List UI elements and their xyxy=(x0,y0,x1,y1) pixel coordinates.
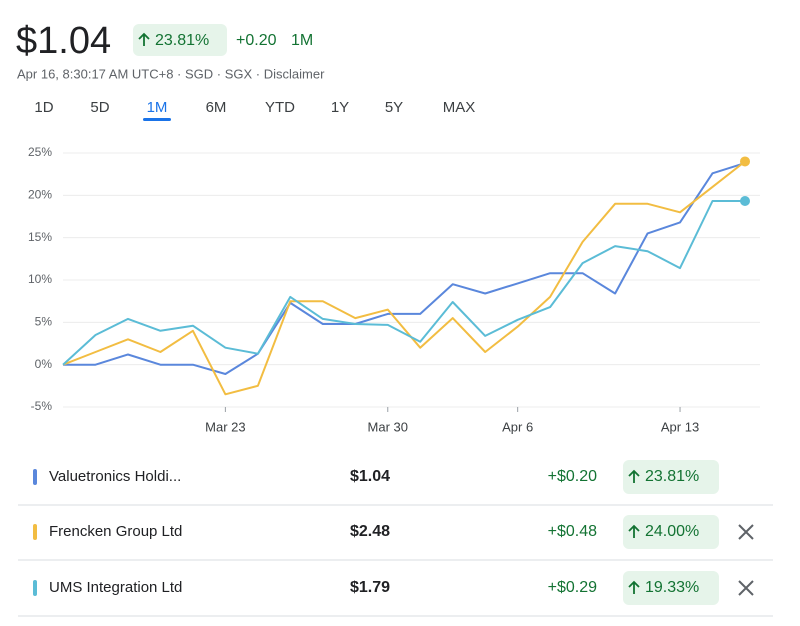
row-name: Valuetronics Holdi... xyxy=(49,468,181,485)
meta: Apr 16, 8:30:17 AM UTC+8 · SGD · SGX · D… xyxy=(17,66,325,81)
price: $1.04 xyxy=(16,20,111,62)
pct-pill xyxy=(623,515,719,549)
tab[interactable]: 5Y xyxy=(385,99,403,116)
x-tick-label: Mar 23 xyxy=(205,419,245,434)
remove-button[interactable] xyxy=(738,580,754,596)
up-arrow xyxy=(628,580,640,594)
pct-pill xyxy=(623,571,719,605)
tab[interactable]: MAX xyxy=(443,99,476,116)
up-arrow xyxy=(628,524,640,538)
end-dot xyxy=(740,156,750,167)
row-price: $1.04 xyxy=(350,468,390,485)
y-tick-label: 15% xyxy=(28,230,52,244)
series-swatch xyxy=(33,580,37,596)
y-tick-label: 20% xyxy=(28,188,52,202)
tab[interactable]: 1M xyxy=(147,99,168,116)
y-tick-label: 0% xyxy=(35,357,53,371)
tab[interactable]: 6M xyxy=(206,99,227,116)
row-change-pct: 19.33% xyxy=(645,579,699,596)
row-change-pct: 24.00% xyxy=(645,523,699,540)
x-tick-label: Mar 30 xyxy=(368,419,408,434)
row-change: +$0.29 xyxy=(548,579,597,596)
y-tick-label: -5% xyxy=(31,399,53,413)
remove-button[interactable] xyxy=(738,524,754,540)
change: +0.20 xyxy=(236,32,277,49)
y-tick-label: 5% xyxy=(35,315,53,329)
row-price: $2.48 xyxy=(350,523,390,540)
end-dot xyxy=(740,196,750,207)
series-swatch xyxy=(33,469,37,485)
tab[interactable]: YTD xyxy=(265,99,295,116)
x-tick-label: Apr 6 xyxy=(502,419,533,434)
change-period: 1M xyxy=(291,32,313,49)
tab[interactable]: 1Y xyxy=(331,99,349,116)
series-swatch xyxy=(33,524,37,540)
row-change: +$0.48 xyxy=(548,523,597,540)
series-line xyxy=(62,160,746,396)
row-change: +$0.20 xyxy=(548,468,597,485)
row-price: $1.79 xyxy=(350,579,390,596)
series-line xyxy=(62,200,745,366)
tab[interactable]: 1D xyxy=(34,99,53,116)
up-arrow xyxy=(138,32,150,46)
series-line xyxy=(63,162,746,375)
tab-underline xyxy=(143,118,171,121)
y-tick-label: 25% xyxy=(28,145,52,159)
tab[interactable]: 5D xyxy=(90,99,109,116)
change-pill xyxy=(133,24,227,56)
y-tick-label: 10% xyxy=(28,272,52,286)
up-arrow xyxy=(628,469,640,483)
row-change-pct: 23.81% xyxy=(645,468,699,485)
row-name: UMS Integration Ltd xyxy=(49,579,182,596)
pct-pill xyxy=(623,460,719,494)
row-name: Frencken Group Ltd xyxy=(49,523,182,540)
change-pct: 23.81% xyxy=(155,32,209,49)
x-tick-label: Apr 13 xyxy=(661,419,699,434)
